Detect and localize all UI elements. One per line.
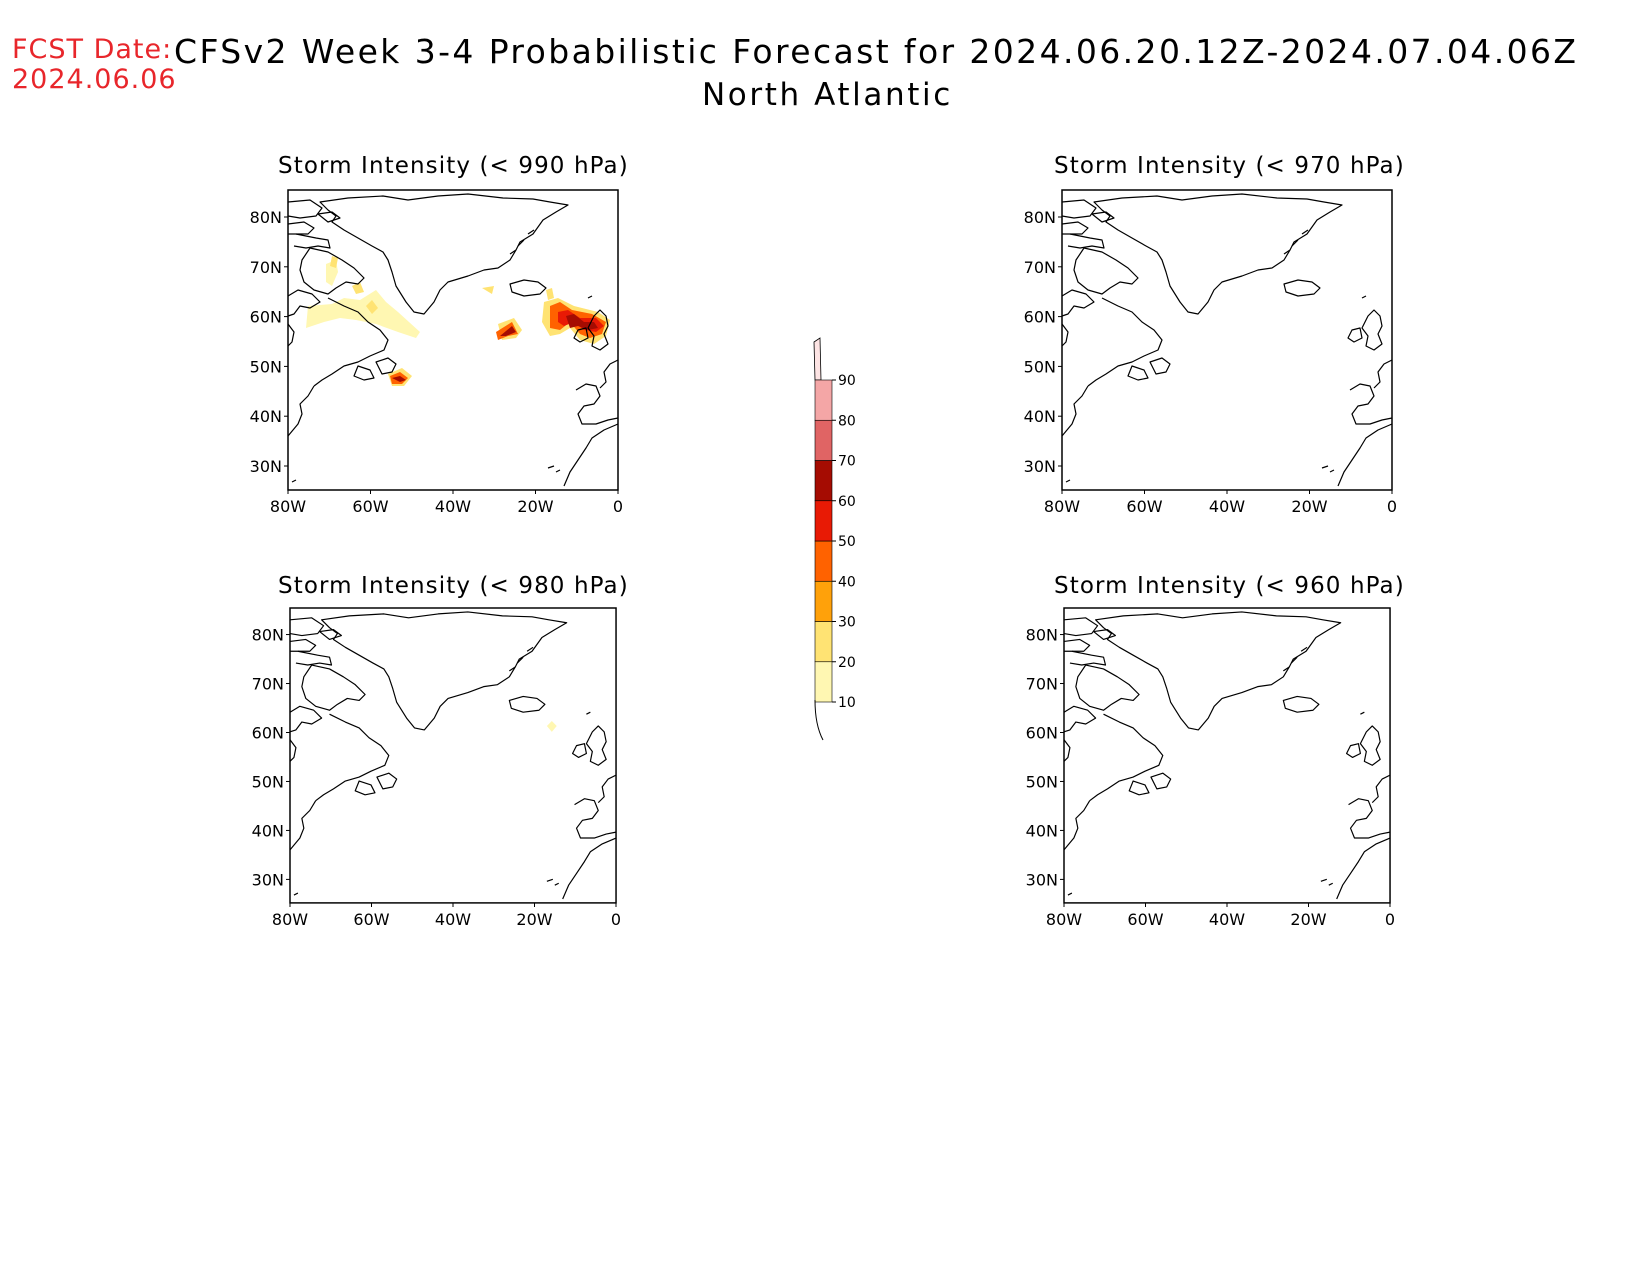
lat-tick-label-970: 60N bbox=[1024, 308, 1056, 327]
lat-tick-label-990: 30N bbox=[250, 457, 282, 476]
lon-tick-label-980: 40W bbox=[435, 910, 471, 929]
lon-tick-label-990: 20W bbox=[517, 497, 553, 516]
lon-tick-label-960: 20W bbox=[1290, 910, 1326, 929]
map-panel-990 bbox=[287, 189, 619, 491]
lon-tick-label-970: 0 bbox=[1387, 497, 1397, 516]
lat-tick-label-990: 40N bbox=[250, 407, 282, 426]
colorbar-swatch bbox=[814, 500, 833, 542]
colorbar-swatch bbox=[814, 661, 833, 703]
lat-tick-label-970: 30N bbox=[1024, 457, 1056, 476]
lat-tick-label-990: 70N bbox=[250, 258, 282, 277]
colorbar-swatch bbox=[814, 621, 833, 663]
lat-tick-label-980: 50N bbox=[252, 772, 284, 791]
colorbar-label: 30 bbox=[838, 615, 856, 631]
panel-title-960: Storm Intensity (< 960 hPa) bbox=[1054, 573, 1405, 599]
map-panel-970 bbox=[1061, 189, 1393, 491]
lat-tick-label-970: 40N bbox=[1024, 407, 1056, 426]
lat-tick-label-960: 40N bbox=[1026, 821, 1058, 840]
colorbar-label: 60 bbox=[838, 494, 856, 510]
map-panel-960 bbox=[1063, 607, 1391, 904]
lat-tick-label-980: 80N bbox=[252, 626, 284, 645]
colorbar-swatch bbox=[814, 419, 833, 461]
lat-tick-label-970: 50N bbox=[1024, 357, 1056, 376]
colorbar-label: 50 bbox=[838, 534, 856, 550]
lat-tick-label-980: 60N bbox=[252, 723, 284, 742]
lat-tick-label-990: 80N bbox=[250, 208, 282, 227]
lat-tick-label-990: 50N bbox=[250, 357, 282, 376]
lon-tick-label-960: 80W bbox=[1046, 910, 1082, 929]
panel-title-970: Storm Intensity (< 970 hPa) bbox=[1054, 153, 1405, 179]
lon-tick-label-980: 60W bbox=[353, 910, 389, 929]
colorbar-swatch bbox=[814, 540, 833, 582]
lon-tick-label-970: 60W bbox=[1126, 497, 1162, 516]
lon-tick-label-980: 20W bbox=[516, 910, 552, 929]
colorbar-label: 90 bbox=[838, 373, 856, 389]
lat-tick-label-970: 80N bbox=[1024, 208, 1056, 227]
lon-tick-label-960: 40W bbox=[1209, 910, 1245, 929]
map-panel-980 bbox=[289, 607, 617, 904]
lat-tick-label-980: 30N bbox=[252, 870, 284, 889]
page-title: CFSv2 Week 3-4 Probabilistic Forecast fo… bbox=[174, 32, 1579, 71]
fcst-date-value: 2024.06.06 bbox=[12, 64, 177, 95]
colorbar: 90 80 70 60 50 40 30 20 10 bbox=[813, 337, 856, 741]
colorbar-swatch bbox=[814, 379, 833, 421]
lon-tick-label-990: 80W bbox=[270, 497, 306, 516]
lat-tick-label-960: 30N bbox=[1026, 870, 1058, 889]
panel-title-980: Storm Intensity (< 980 hPa) bbox=[278, 573, 629, 599]
lon-tick-label-960: 60W bbox=[1127, 910, 1163, 929]
fcst-date-label: FCST Date: bbox=[12, 34, 173, 65]
lat-tick-label-980: 40N bbox=[252, 821, 284, 840]
lon-tick-label-960: 0 bbox=[1385, 910, 1395, 929]
lat-tick-label-960: 80N bbox=[1026, 626, 1058, 645]
colorbar-swatch bbox=[814, 580, 833, 622]
lon-tick-label-970: 20W bbox=[1291, 497, 1327, 516]
lat-tick-label-970: 70N bbox=[1024, 258, 1056, 277]
lon-tick-label-990: 40W bbox=[435, 497, 471, 516]
lon-tick-label-980: 80W bbox=[272, 910, 308, 929]
lon-tick-label-970: 40W bbox=[1209, 497, 1245, 516]
colorbar-label: 20 bbox=[838, 655, 856, 671]
lat-tick-label-980: 70N bbox=[252, 675, 284, 694]
lon-tick-label-970: 80W bbox=[1044, 497, 1080, 516]
lat-tick-label-960: 60N bbox=[1026, 723, 1058, 742]
colorbar-label: 70 bbox=[838, 454, 856, 470]
colorbar-swatch bbox=[814, 460, 833, 502]
lat-tick-label-960: 50N bbox=[1026, 772, 1058, 791]
colorbar-label: 10 bbox=[838, 695, 856, 711]
lon-tick-label-990: 0 bbox=[613, 497, 623, 516]
lat-tick-label-990: 60N bbox=[250, 308, 282, 327]
lon-tick-label-990: 60W bbox=[352, 497, 388, 516]
colorbar-label: 80 bbox=[838, 413, 856, 429]
lon-tick-label-980: 0 bbox=[611, 910, 621, 929]
colorbar-label: 40 bbox=[838, 574, 856, 590]
page-subtitle: North Atlantic bbox=[702, 77, 953, 113]
lat-tick-label-960: 70N bbox=[1026, 675, 1058, 694]
panel-title-990: Storm Intensity (< 990 hPa) bbox=[278, 153, 629, 179]
